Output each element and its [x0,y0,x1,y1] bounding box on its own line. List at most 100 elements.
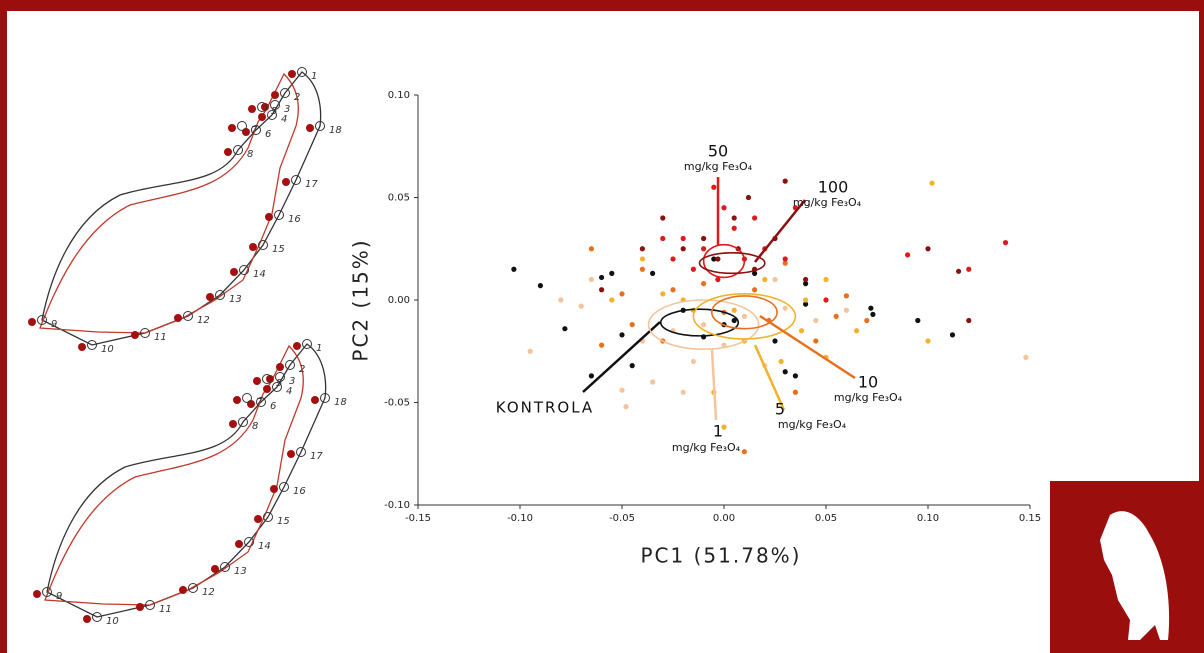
landmark-open [302,339,312,349]
point [868,305,874,311]
point [966,266,972,272]
point [721,342,727,348]
landmark-label: 13 [234,566,247,577]
point [721,424,727,430]
landmark-label: 1 [316,343,322,354]
x-axis-label: PC1 (51.78%) [641,544,802,568]
landmark-label: 8 [247,149,253,160]
point [670,256,676,262]
landmark-label: 16 [293,486,306,497]
landmark-open [274,210,284,220]
landmark-open [291,175,301,185]
landmark-open [183,311,193,321]
y-axis-label: PC2 (15%) [349,238,373,361]
point [843,293,850,299]
point [813,338,819,344]
landmark-label: 7 [256,397,263,408]
landmark-red [270,485,278,493]
point [639,246,646,252]
point [925,338,931,344]
landmark-label: 11 [159,604,172,615]
point [731,225,737,231]
point [803,297,809,303]
annotation-line [582,321,661,393]
series-unit: mg/kg Fe₃O₄ [684,160,753,173]
point [680,389,686,395]
point [715,276,721,283]
landmark-open [242,393,252,403]
series-unit: mg/kg Fe₃O₄ [672,441,741,454]
landmark-label: 14 [253,269,266,280]
point [778,358,784,365]
landmark-red [271,91,279,99]
point [929,180,935,186]
y-tick-label: 0.05 [388,193,410,204]
x-tick-label: -0.05 [609,513,635,524]
confidence-ellipse [659,308,740,337]
point [803,281,809,287]
landmark-open [239,265,249,275]
point [752,287,758,293]
landmark-open [320,393,330,403]
x-tick-label: 0.15 [1019,513,1041,524]
landmark-red [263,385,271,393]
landmark-open [233,145,243,155]
landmark-label: 3 [289,376,295,387]
point [588,373,595,379]
landmark-open [315,121,325,131]
series-label: KONTROLA [496,399,594,417]
landmark-label: 13 [229,294,242,305]
landmark-label: 6 [265,129,271,140]
point [803,276,809,283]
confidence-ellipse [647,299,760,351]
point [701,322,707,328]
landmark-open [237,121,247,131]
point [680,235,686,242]
landmark-open [285,360,295,370]
landmark-red [83,615,91,623]
landmark-red [258,113,266,121]
point [745,194,752,201]
point [715,256,721,262]
series-label: 10 [858,373,878,392]
point [731,215,737,221]
landmark-label: 9 [51,319,57,330]
landmark-red [33,590,41,598]
confidence-ellipse [692,293,797,340]
landmark-label: 11 [154,332,167,343]
point [905,252,911,258]
landmark-open [238,417,248,427]
landmark-red [287,450,295,458]
point [639,256,646,262]
landmark-red [206,293,214,301]
point [578,303,584,309]
point [511,266,517,272]
landmark-label: 1 [311,71,317,82]
point [599,342,605,348]
annotation-line [753,344,786,411]
landmark-red [306,124,314,132]
point [558,297,564,303]
point [782,178,788,184]
point [629,322,635,328]
point [690,358,697,365]
point [599,274,605,281]
series-label: 1 [713,422,723,441]
y-tick-label: -0.10 [384,500,410,511]
landmark-red [211,565,219,573]
x-tick-label: 0.00 [713,513,735,524]
point [798,328,805,334]
confidence-ellipse [702,243,746,279]
landmark-red [174,314,182,322]
point [833,313,839,319]
point [741,313,748,319]
point [956,268,962,274]
landmark-open [272,382,282,392]
point [966,317,972,324]
bird-silhouette [1100,511,1170,640]
landmark-red [293,342,301,350]
point [619,291,625,297]
landmark-label: 15 [272,244,285,255]
landmark-label: 8 [252,421,258,432]
